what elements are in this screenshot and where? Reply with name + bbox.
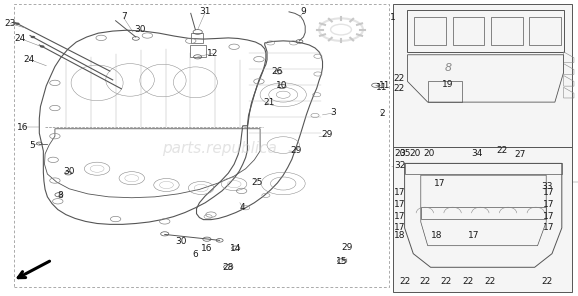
Circle shape — [15, 22, 20, 25]
Bar — [393, 147, 572, 292]
Text: 23: 23 — [5, 19, 16, 28]
Text: 14: 14 — [229, 244, 241, 253]
Text: 17: 17 — [394, 223, 406, 232]
Text: 25: 25 — [251, 178, 263, 186]
Text: 29: 29 — [341, 243, 353, 252]
Text: 17: 17 — [434, 179, 445, 188]
Text: 30: 30 — [175, 237, 187, 246]
Text: 20: 20 — [394, 149, 406, 158]
Circle shape — [31, 36, 35, 38]
Text: 19: 19 — [442, 80, 454, 89]
Text: 29: 29 — [290, 147, 302, 155]
Text: 20: 20 — [409, 149, 421, 158]
Text: 11: 11 — [379, 81, 390, 90]
Text: 28: 28 — [223, 263, 234, 272]
Text: 22: 22 — [440, 277, 452, 286]
Text: 29: 29 — [321, 130, 332, 139]
Text: 8: 8 — [58, 191, 64, 200]
Text: 17: 17 — [543, 212, 555, 221]
Text: 32: 32 — [394, 161, 406, 170]
Text: 17: 17 — [543, 223, 555, 232]
Text: 12: 12 — [207, 49, 218, 58]
Text: 16: 16 — [201, 244, 213, 252]
Text: 9: 9 — [301, 7, 306, 16]
Text: 17: 17 — [394, 212, 406, 221]
Text: 18: 18 — [394, 231, 406, 240]
Text: 20: 20 — [423, 149, 435, 158]
Text: 24: 24 — [23, 55, 35, 64]
Text: 22: 22 — [393, 74, 405, 83]
Text: 3: 3 — [330, 108, 336, 117]
Bar — [393, 4, 572, 147]
Text: 17: 17 — [543, 200, 555, 209]
Text: 24: 24 — [14, 34, 26, 43]
Text: 21: 21 — [263, 98, 275, 107]
Text: 6: 6 — [192, 250, 198, 259]
Text: 35: 35 — [399, 149, 410, 158]
Text: 33: 33 — [541, 182, 553, 191]
Text: 18: 18 — [431, 231, 442, 240]
Bar — [529, 17, 561, 45]
Text: 17: 17 — [468, 231, 480, 240]
Text: 22: 22 — [484, 277, 496, 286]
Text: parts.republica: parts.republica — [162, 141, 277, 155]
Text: 16: 16 — [17, 123, 29, 132]
Bar — [453, 17, 484, 45]
Text: 26: 26 — [272, 67, 283, 75]
Bar — [190, 45, 206, 57]
Text: 34: 34 — [472, 149, 483, 158]
Text: 10: 10 — [276, 81, 288, 90]
Text: 8: 8 — [444, 63, 451, 73]
Text: 5: 5 — [29, 141, 35, 149]
Text: 22: 22 — [541, 277, 553, 286]
Text: 22: 22 — [462, 277, 474, 286]
Circle shape — [40, 45, 45, 48]
Bar — [14, 4, 389, 287]
Text: 1: 1 — [390, 13, 396, 22]
Text: 17: 17 — [394, 188, 406, 197]
Text: 22: 22 — [399, 277, 410, 286]
Text: 30: 30 — [135, 25, 146, 34]
Text: 22: 22 — [496, 147, 507, 155]
Text: 15: 15 — [336, 258, 348, 266]
Text: 4: 4 — [240, 203, 246, 212]
Text: 11: 11 — [376, 83, 387, 92]
Text: 27: 27 — [514, 150, 526, 159]
Text: 22: 22 — [420, 277, 431, 286]
Text: 17: 17 — [394, 200, 406, 209]
Text: 31: 31 — [199, 7, 211, 16]
Bar — [191, 33, 203, 43]
Bar — [414, 17, 446, 45]
Text: 17: 17 — [543, 188, 555, 197]
Text: 2: 2 — [380, 110, 386, 118]
Bar — [491, 17, 523, 45]
Text: 30: 30 — [64, 167, 75, 176]
Text: 22: 22 — [393, 84, 405, 93]
Text: 7: 7 — [121, 12, 127, 21]
